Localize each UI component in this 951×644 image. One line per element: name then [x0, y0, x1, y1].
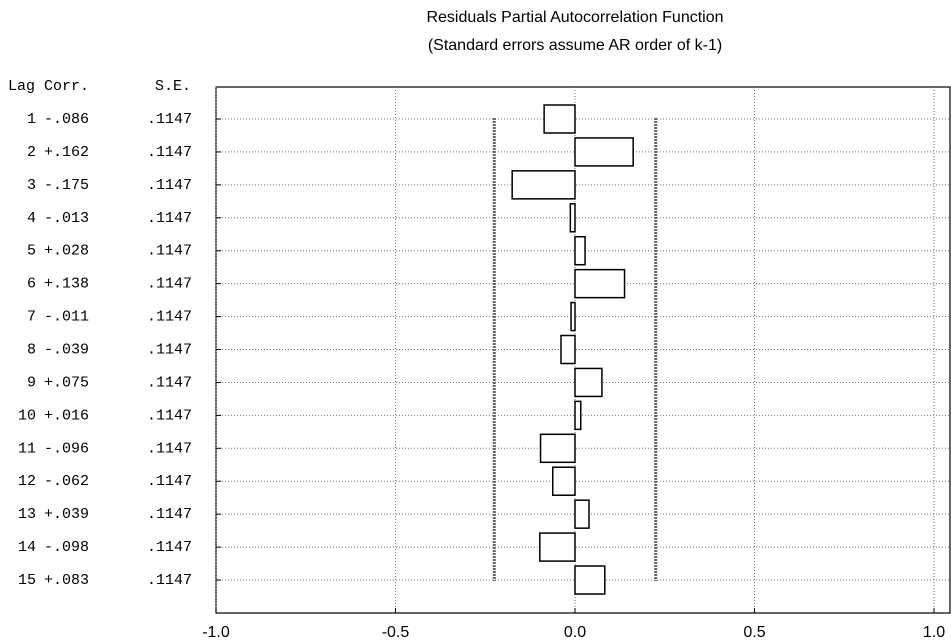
corr-label: -.098 — [44, 539, 89, 556]
lag-label: 6 — [27, 276, 36, 293]
lag-label: 1 — [27, 111, 36, 128]
se-label: .1147 — [147, 374, 192, 391]
lag-label: 7 — [27, 309, 36, 326]
corr-label: +.028 — [44, 243, 89, 260]
lag-label: 3 — [27, 177, 36, 194]
column-header: S.E. — [155, 78, 191, 95]
se-label: .1147 — [147, 243, 192, 260]
lag-label: 8 — [27, 341, 36, 358]
chart-title: Residuals Partial Autocorrelation Functi… — [426, 9, 723, 26]
se-label: .1147 — [147, 473, 192, 490]
se-label: .1147 — [147, 144, 192, 161]
se-label: .1147 — [147, 539, 192, 556]
x-tick-label: -0.5 — [382, 624, 410, 641]
corr-label: -.062 — [44, 473, 89, 490]
bar — [551, 466, 576, 496]
se-label: .1147 — [147, 572, 192, 589]
bar — [570, 301, 576, 332]
corr-label: -.086 — [44, 111, 89, 128]
bar — [574, 235, 586, 266]
lag-label: 14 — [18, 539, 36, 556]
bar — [574, 137, 634, 167]
x-tick-label: -1.0 — [202, 624, 230, 641]
corr-label: +.083 — [44, 572, 89, 589]
corr-label: +.016 — [44, 407, 89, 424]
se-label: .1147 — [147, 210, 192, 227]
bar — [574, 565, 606, 595]
bar — [539, 532, 576, 562]
corr-label: -.039 — [44, 341, 89, 358]
x-tick-label: 0.5 — [743, 624, 765, 641]
corr-label: +.138 — [44, 276, 89, 293]
bar — [574, 499, 590, 529]
lag-label: 10 — [18, 407, 36, 424]
corr-label: -.175 — [44, 177, 89, 194]
bar — [539, 433, 576, 464]
corr-label: +.162 — [44, 144, 89, 161]
column-header: Corr. — [44, 78, 89, 95]
se-label: .1147 — [147, 506, 192, 523]
corr-label: -.096 — [44, 440, 89, 457]
bar — [569, 203, 576, 233]
bar — [574, 400, 582, 431]
se-label: .1147 — [147, 440, 192, 457]
lag-label: 2 — [27, 144, 36, 161]
corr-label: +.039 — [44, 506, 89, 523]
bar — [560, 334, 576, 365]
lag-label: 4 — [27, 210, 36, 227]
bar — [574, 268, 626, 299]
bar — [574, 367, 603, 398]
se-label: .1147 — [147, 111, 192, 128]
x-tick-label: 0.0 — [564, 624, 586, 641]
lag-label: 9 — [27, 374, 36, 391]
se-label: .1147 — [147, 341, 192, 358]
bar — [543, 104, 576, 134]
x-tick-label: 1.0 — [923, 624, 945, 641]
lag-label: 11 — [18, 440, 36, 457]
se-label: .1147 — [147, 309, 192, 326]
corr-label: -.011 — [44, 309, 89, 326]
corr-label: -.013 — [44, 210, 89, 227]
lag-label: 5 — [27, 243, 36, 260]
bar — [511, 170, 576, 200]
se-label: .1147 — [147, 177, 192, 194]
lag-label: 13 — [18, 506, 36, 523]
lag-label: 15 — [18, 572, 36, 589]
chart-subtitle: (Standard errors assume AR order of k-1) — [428, 37, 722, 54]
corr-label: +.075 — [44, 374, 89, 391]
column-header: Lag — [8, 78, 35, 95]
lag-label: 12 — [18, 473, 36, 490]
se-label: .1147 — [147, 407, 192, 424]
se-label: .1147 — [147, 276, 192, 293]
